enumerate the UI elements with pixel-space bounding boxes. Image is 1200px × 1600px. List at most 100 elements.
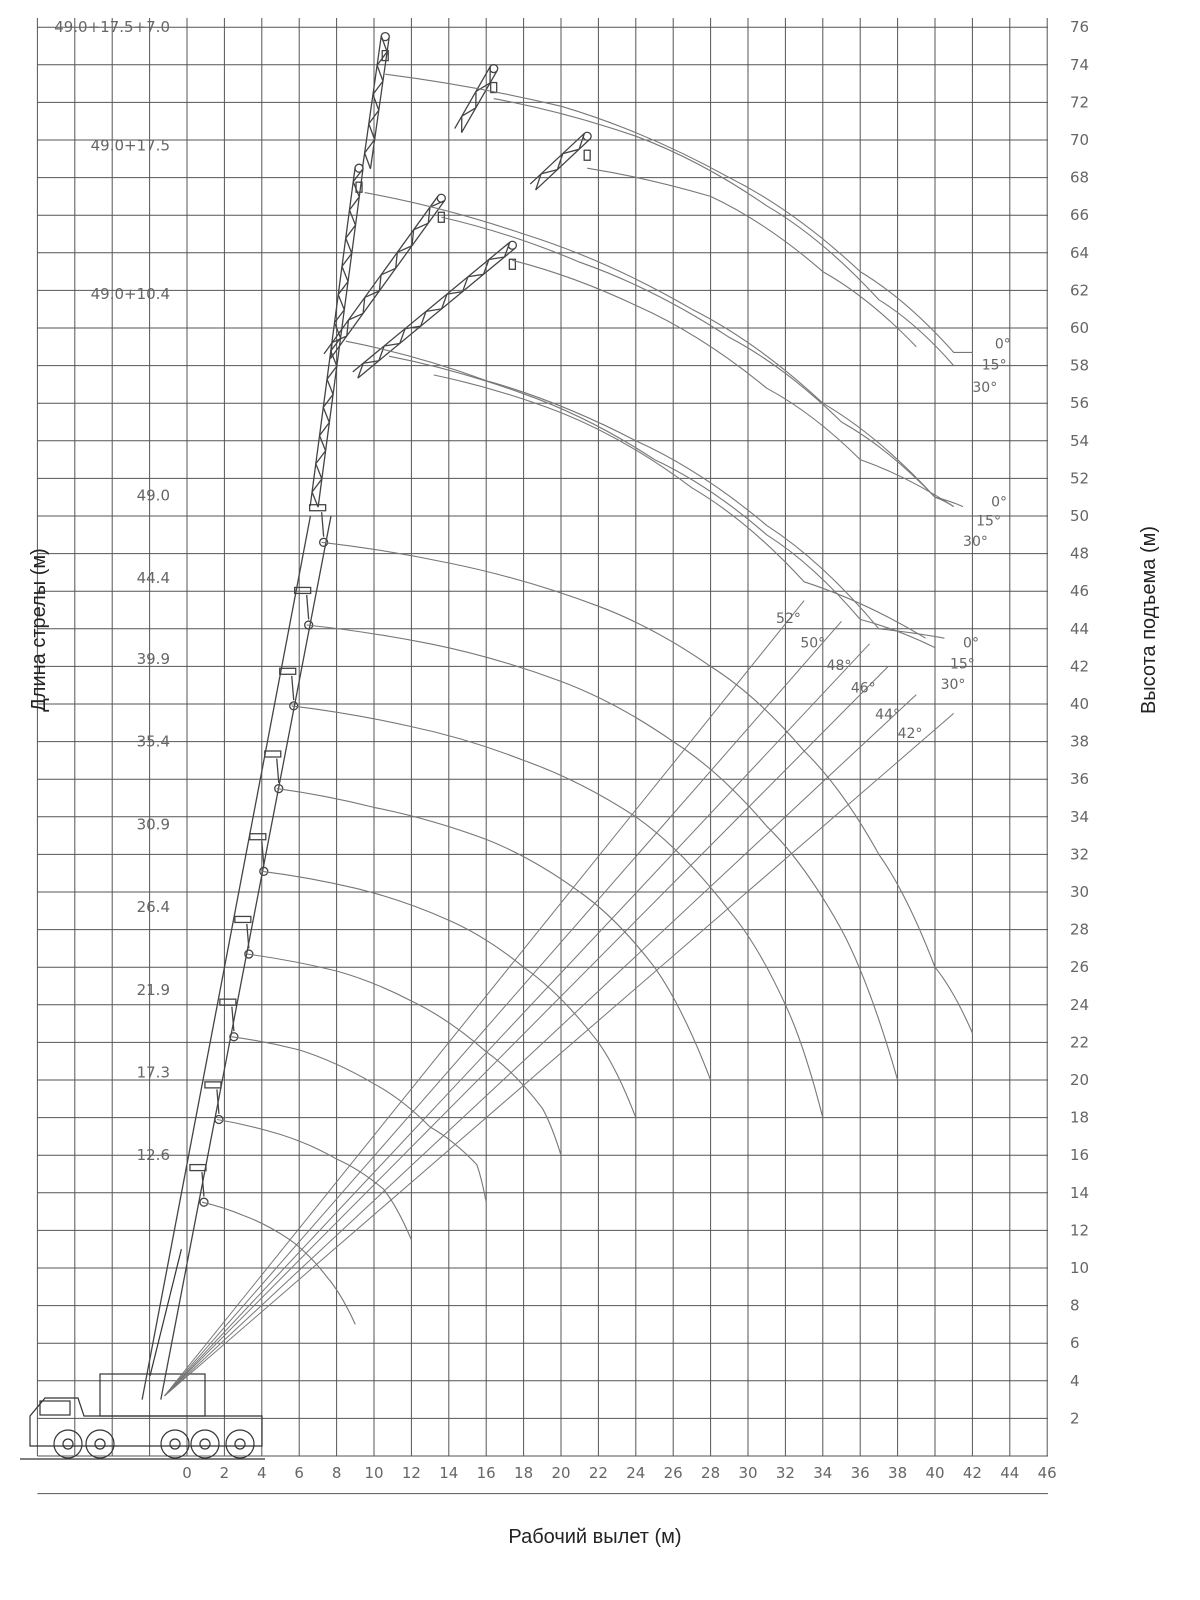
jib-angle-label: 15°	[982, 357, 1007, 373]
hook-rope	[320, 512, 325, 537]
x-tick-label: 32	[776, 1464, 795, 1482]
boom-length-label: 49.0+17.5+7.0	[54, 18, 170, 36]
y-tick-label: 26	[1070, 958, 1089, 976]
jib-lattice	[322, 407, 330, 423]
jib-lattice	[363, 360, 379, 364]
hook-block	[229, 1032, 239, 1042]
jib-tip-sheave	[380, 31, 390, 42]
jib-lattice	[345, 224, 357, 239]
jib-lattice	[441, 293, 448, 310]
jib-chord	[309, 167, 356, 507]
jib-chord	[454, 66, 491, 129]
y-tick-label: 50	[1070, 507, 1089, 525]
x-tick-label: 0	[182, 1464, 192, 1482]
jib-lattice	[337, 294, 345, 310]
jib-chord	[357, 247, 516, 379]
jib-angle-label: 30°	[972, 380, 997, 396]
wheel-hub	[62, 1438, 74, 1450]
boom-head	[294, 586, 312, 595]
jib-lattice	[315, 463, 323, 480]
jib-lattice	[348, 209, 357, 226]
jib-tip-sheave	[436, 193, 446, 203]
jib-lattice	[420, 311, 427, 327]
hook-block	[199, 1197, 209, 1207]
wheel-hub	[94, 1438, 106, 1450]
jib-tip-sheave	[507, 240, 518, 250]
x-tick-label: 44	[1000, 1464, 1019, 1482]
y-tick-label: 40	[1070, 695, 1089, 713]
jib-angle-label: 30°	[963, 534, 988, 550]
boom-length-labels: 12.6 17.3 21.9 26.4 30.9 35.4 39.9 44.4 49.0 49.0…	[54, 18, 170, 1164]
jib-lattice	[482, 259, 490, 275]
jib-hook	[490, 81, 498, 94]
jib-angle-label: 0°	[963, 636, 979, 652]
jib-lattice	[362, 297, 366, 314]
boom-envelope-curve	[276, 788, 712, 1081]
boom-length-label: 49.0	[137, 486, 170, 504]
jib-lattice	[331, 335, 348, 344]
y-tick-label: 46	[1070, 582, 1089, 600]
jib-tip-sheave	[354, 163, 364, 173]
wheel-hub	[169, 1438, 181, 1450]
jib-lattice	[411, 229, 415, 246]
jib-chord	[461, 70, 498, 133]
jib-lattice	[413, 222, 429, 231]
jib-angle-label: 0°	[995, 337, 1011, 353]
y-tick-label: 6	[1070, 1334, 1080, 1352]
boom-length-label: 17.3	[137, 1063, 170, 1081]
boom-head	[279, 667, 297, 675]
x-tick-label: 26	[664, 1464, 683, 1482]
jib-envelope-curve	[441, 216, 955, 508]
boom-head	[264, 750, 282, 758]
jib-hook	[583, 149, 591, 161]
x-tick-label: 42	[963, 1464, 982, 1482]
x-tick-label: 18	[514, 1464, 533, 1482]
x-tick-label: 10	[364, 1464, 383, 1482]
boom-envelope-curve	[261, 870, 637, 1118]
boom-angle-lines	[164, 600, 955, 1397]
jib-envelope-curve	[587, 167, 917, 348]
jib-lattice	[329, 342, 333, 359]
y-tick-label: 66	[1070, 206, 1089, 224]
boom-envelope-curve	[216, 1118, 412, 1241]
jib-lattice	[315, 450, 327, 465]
jib-chord	[329, 200, 446, 359]
jib-lattice	[399, 328, 406, 344]
boom-angle-line	[164, 694, 917, 1397]
hook-block	[289, 701, 299, 711]
luffing-cylinder	[149, 1249, 182, 1377]
boom-length-label: 39.9	[137, 650, 170, 668]
boom-envelope-curve	[201, 1201, 356, 1325]
hook-rope	[306, 594, 310, 620]
grid	[36, 18, 1048, 1495]
y-tick-label: 70	[1070, 131, 1089, 149]
y-tick-label: 44	[1070, 620, 1089, 638]
y-tick-label: 8	[1070, 1297, 1080, 1315]
jib-lattice	[341, 266, 349, 282]
jib-angle-label: 0°	[991, 495, 1007, 511]
hook-rope	[291, 675, 295, 701]
y-tick-label: 16	[1070, 1146, 1089, 1164]
jib-lattice	[372, 80, 384, 95]
jib-chord	[352, 241, 511, 373]
y-tick-label: 48	[1070, 545, 1089, 563]
y-tick-label: 4	[1070, 1372, 1080, 1390]
x-tick-label: 8	[332, 1464, 342, 1482]
hook-rope	[261, 841, 265, 866]
boom-envelope-curve	[321, 541, 973, 1034]
boom-angle-label: 48°	[827, 658, 852, 674]
x-tick-label: 36	[851, 1464, 870, 1482]
boom-length-label: 26.4	[137, 898, 170, 916]
jib-lattice	[384, 342, 400, 347]
boom-angle-line	[164, 600, 805, 1397]
crane-superstructure	[99, 1373, 206, 1417]
boom-length-label: 21.9	[137, 981, 170, 999]
hook-block	[214, 1114, 224, 1125]
boom-head	[189, 1163, 207, 1172]
y-tick-label: 20	[1070, 1071, 1089, 1089]
boom-length-label: 49.0+17.5	[91, 137, 170, 155]
jib-lattice	[318, 435, 327, 451]
jib-chord	[529, 132, 585, 185]
crane-truck-drawing	[20, 1249, 265, 1460]
